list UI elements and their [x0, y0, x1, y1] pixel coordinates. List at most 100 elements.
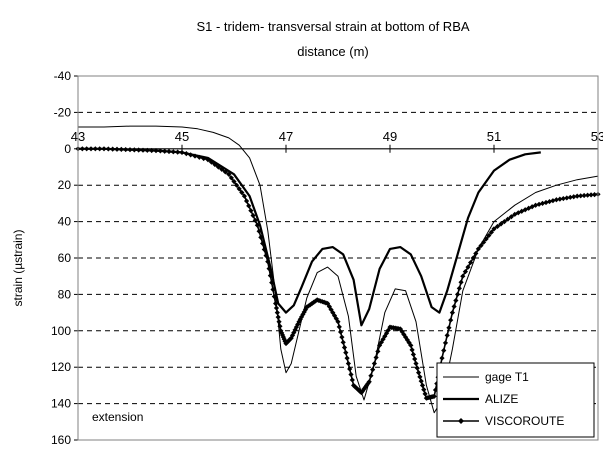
series-line-alize — [78, 147, 541, 327]
x-tick-label: 53 — [591, 129, 603, 144]
data-point — [246, 203, 252, 209]
data-point — [578, 193, 584, 199]
data-point — [252, 217, 258, 223]
plot-border — [77, 75, 599, 441]
data-point — [365, 380, 371, 387]
data-point — [273, 300, 279, 307]
data-point — [370, 367, 376, 373]
data-point — [250, 212, 256, 219]
data-point — [409, 347, 415, 353]
y-tick-label: -20 — [54, 105, 72, 119]
data-point — [478, 242, 484, 249]
data-point — [282, 338, 288, 345]
data-point — [157, 148, 163, 154]
data-point — [297, 316, 303, 322]
data-point — [460, 273, 466, 279]
data-point — [446, 325, 452, 331]
data-point — [444, 332, 450, 338]
data-point — [581, 192, 587, 199]
data-point — [84, 146, 90, 152]
data-point — [234, 182, 240, 188]
data-point — [422, 391, 428, 397]
data-point — [153, 148, 159, 154]
data-point — [162, 148, 168, 154]
data-point — [414, 365, 420, 371]
data-point — [408, 342, 414, 348]
data-point — [501, 219, 507, 225]
data-point — [403, 334, 409, 340]
data-point — [110, 146, 116, 152]
data-point — [564, 195, 570, 201]
data-point — [212, 161, 218, 168]
data-point — [449, 310, 455, 316]
data-point — [114, 146, 120, 152]
data-point — [338, 329, 344, 335]
data-point — [270, 286, 276, 293]
data-point — [448, 317, 454, 323]
data-point — [377, 342, 383, 348]
data-point — [362, 384, 368, 390]
data-point — [442, 340, 449, 346]
data-point — [254, 222, 260, 228]
data-point — [533, 202, 539, 208]
data-point — [491, 226, 497, 232]
data-point — [455, 291, 461, 297]
data-point — [241, 193, 247, 199]
data-point — [349, 377, 355, 383]
data-point — [343, 350, 349, 356]
data-point — [280, 334, 286, 340]
data-point — [335, 319, 341, 325]
x-tick-label: 45 — [175, 129, 189, 144]
series-layer — [75, 125, 601, 414]
series-line-viscoroute — [78, 148, 599, 399]
data-point — [219, 166, 225, 173]
data-point — [591, 192, 598, 198]
data-point — [274, 310, 280, 316]
x-tick-label: 49 — [383, 129, 397, 144]
data-point — [144, 147, 150, 153]
x-tick-label: 51 — [487, 129, 501, 144]
data-point — [486, 232, 492, 239]
data-point — [166, 148, 172, 155]
y-tick-label: 160 — [51, 433, 71, 447]
data-point — [439, 355, 445, 361]
data-point — [375, 348, 381, 355]
y-tick-label: 60 — [58, 251, 72, 265]
data-point — [451, 303, 457, 310]
data-point — [431, 393, 437, 399]
data-point — [149, 147, 155, 154]
data-point — [341, 344, 348, 351]
x-axis-label: distance (m) — [297, 44, 369, 59]
data-point — [136, 147, 142, 153]
data-point — [560, 195, 566, 202]
data-point — [418, 378, 424, 384]
data-point — [382, 333, 388, 339]
data-point — [571, 194, 577, 200]
data-point — [468, 259, 474, 266]
data-point — [179, 149, 185, 156]
data-point — [293, 324, 299, 330]
data-point — [299, 314, 305, 320]
data-point — [458, 279, 464, 285]
data-point — [508, 214, 514, 220]
data-point — [183, 151, 189, 157]
data-point — [345, 360, 351, 367]
data-point — [226, 171, 232, 177]
data-point — [201, 155, 207, 162]
data-point — [101, 146, 107, 152]
data-point — [276, 319, 282, 325]
data-point — [456, 285, 462, 291]
data-point — [256, 228, 262, 234]
data-point — [231, 178, 237, 185]
data-point — [483, 236, 489, 242]
data-point — [453, 297, 459, 304]
data-point — [300, 311, 306, 318]
data-point — [266, 266, 272, 272]
y-axis-label: strain (µstrain) — [11, 230, 25, 307]
data-point — [239, 189, 245, 196]
data-point — [397, 326, 403, 332]
data-point — [175, 149, 181, 155]
legend-entry: VISCOROUTE — [485, 414, 564, 428]
data-point — [260, 240, 266, 247]
